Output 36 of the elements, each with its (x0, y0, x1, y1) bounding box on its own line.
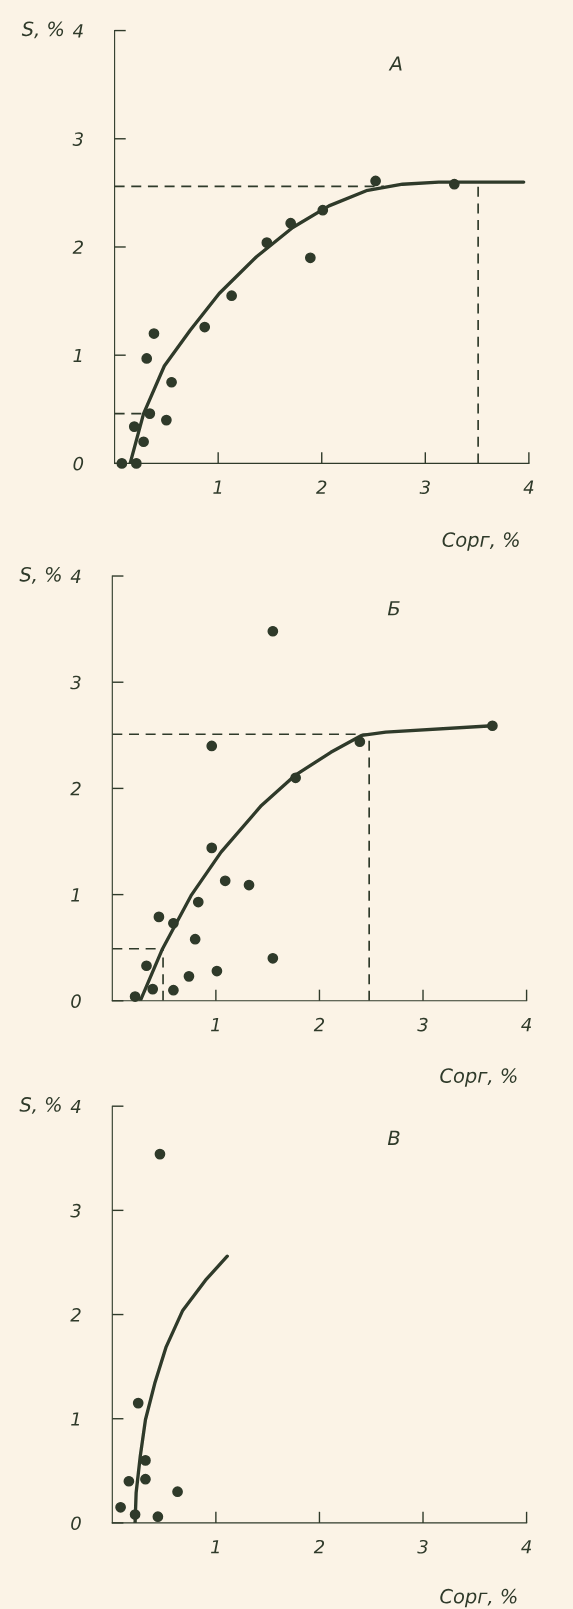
x-tick-label: 1 (211, 1018, 219, 1032)
y-tick-label: 0 (73, 456, 84, 471)
y-tick-label: 2 (70, 781, 81, 796)
x-tick-label: 4 (521, 1018, 532, 1032)
x-tick-label: 1 (213, 480, 222, 494)
y-axis-title: S, % (19, 566, 61, 584)
x-axis-title: Сорг, % (440, 1588, 517, 1608)
x-tick-label: 2 (313, 1539, 325, 1554)
x-tick-label: 2 (316, 480, 327, 494)
y-tick-label: 1 (73, 348, 82, 363)
text: В (387, 1130, 400, 1145)
text: Б (387, 601, 400, 616)
y-axis-title: S, % (19, 1097, 61, 1114)
x-tick-label: 3 (417, 1017, 428, 1032)
x-axis-title: Сорг, % (442, 532, 519, 551)
y-tick-label: 2 (72, 240, 83, 254)
x-axis-title: Сорг, % (440, 1068, 517, 1087)
y-tick-label: 2 (70, 1308, 81, 1322)
y-tick-label: 4 (70, 1099, 81, 1114)
text: А (388, 56, 402, 71)
y-tick-label: 3 (70, 675, 81, 690)
y-tick-label: 0 (71, 994, 81, 1008)
y-tick-label: 0 (71, 1516, 81, 1531)
x-tick-label: 3 (419, 480, 430, 495)
y-tick-label: 3 (70, 1203, 81, 1218)
y-tick-label: 4 (72, 24, 83, 38)
y-tick-label: 3 (72, 132, 83, 146)
y-tick-label: 1 (71, 888, 80, 902)
y-tick-label: 1 (71, 1412, 80, 1426)
x-tick-label: 2 (313, 1017, 325, 1032)
x-tick-label: 3 (417, 1539, 428, 1554)
x-tick-label: 4 (523, 480, 534, 494)
x-tick-label: 1 (211, 1540, 219, 1554)
x-tick-label: 4 (521, 1540, 532, 1554)
y-tick-label: 4 (70, 569, 81, 583)
y-axis-title: S, % (21, 21, 64, 39)
